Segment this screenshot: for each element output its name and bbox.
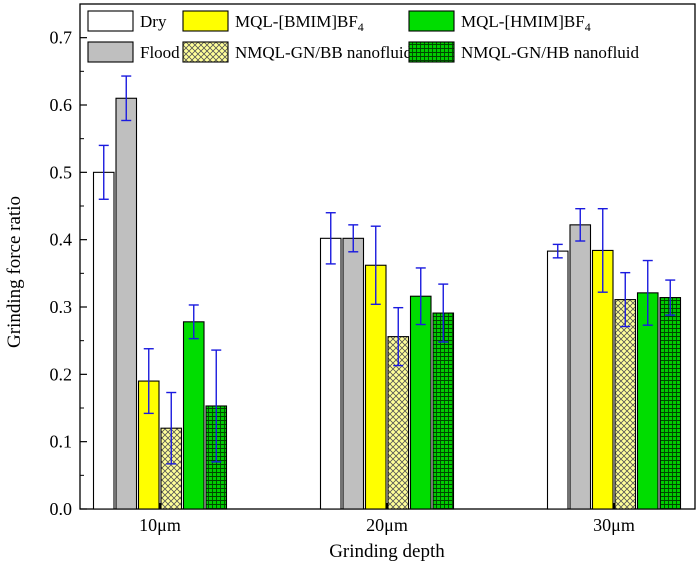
y-tick-label: 0.5 <box>50 162 73 182</box>
legend-label: Dry <box>140 12 167 31</box>
x-axis-title: Grinding depth <box>329 541 445 562</box>
y-tick-label: 0.6 <box>50 95 73 115</box>
legend-swatch <box>87 10 134 32</box>
legend-label: MQL-[BMIM]BF4 <box>235 12 364 34</box>
legend-swatch <box>182 41 229 63</box>
bar <box>115 97 138 510</box>
bar <box>92 171 115 510</box>
y-tick-label: 0.4 <box>50 230 73 250</box>
bar <box>659 297 682 510</box>
bar <box>614 299 637 510</box>
y-tick-label: 0.7 <box>50 28 73 48</box>
y-axis-title: Grinding force ratio <box>4 196 25 348</box>
bar <box>319 237 342 510</box>
x-tick-label: 20μm <box>366 515 408 535</box>
legend-label: Flood <box>140 43 180 62</box>
legend-label: NMQL-GN/HB nanofluid <box>461 43 640 62</box>
bar <box>409 295 432 510</box>
legend-swatch <box>87 41 134 63</box>
bar <box>182 321 205 510</box>
y-tick-label: 0.3 <box>50 297 73 317</box>
legend-swatch <box>408 10 455 32</box>
bar <box>569 224 592 510</box>
bar <box>342 237 365 510</box>
legend-swatch <box>408 41 455 63</box>
bar <box>546 250 569 510</box>
y-tick-label: 0.1 <box>50 432 73 452</box>
y-tick-label: 0.2 <box>50 364 73 384</box>
legend-label: NMQL-GN/BB nanofluid <box>235 43 413 62</box>
legend-label: MQL-[HMIM]BF4 <box>461 12 591 34</box>
x-tick-label: 10μm <box>139 515 181 535</box>
y-tick-label: 0.0 <box>50 499 73 519</box>
legend-swatch <box>182 10 229 32</box>
x-tick-label: 30μm <box>593 515 635 535</box>
